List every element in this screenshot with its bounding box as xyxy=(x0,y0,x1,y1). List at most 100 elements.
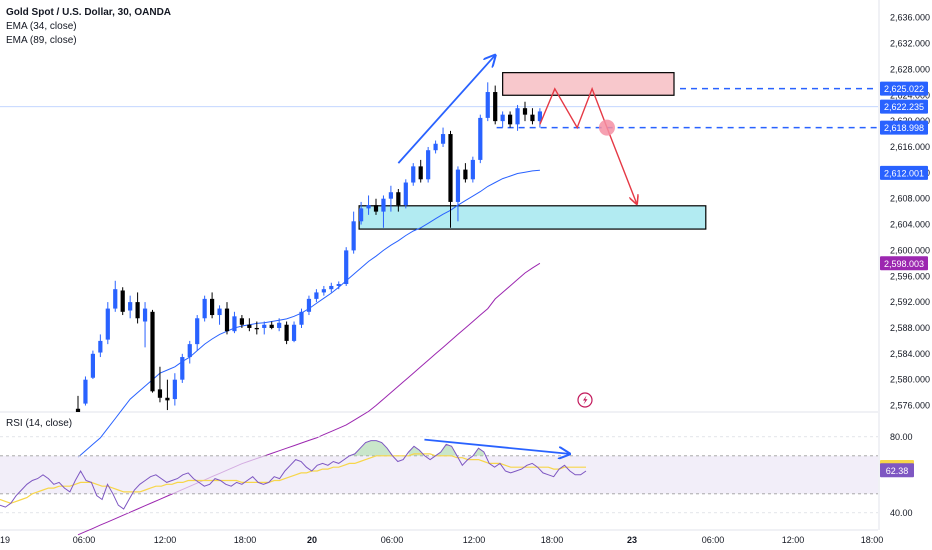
candle-body xyxy=(515,108,520,125)
candle-body xyxy=(463,169,468,180)
demand-zone xyxy=(358,205,707,230)
candle-body xyxy=(150,311,155,392)
time-tick-label: 23 xyxy=(627,535,637,545)
rsi-value-label: 62.38 xyxy=(886,466,909,476)
rsi-label-bg xyxy=(880,463,914,478)
price-tick-label: 2,592.000 xyxy=(890,297,930,307)
candle-body xyxy=(508,114,513,125)
lightning-glyph xyxy=(583,395,588,405)
price-tick-label: 2,596.000 xyxy=(890,271,930,281)
candle-body xyxy=(440,134,446,144)
candle-body xyxy=(187,344,192,358)
candle-body xyxy=(329,285,334,290)
candle-body xyxy=(411,166,416,183)
candle-body xyxy=(98,340,103,353)
candle-body xyxy=(396,192,401,206)
rsi-overbought-fill xyxy=(349,440,393,456)
candle-body xyxy=(530,114,535,122)
time-tick-label: 06:00 xyxy=(702,535,725,545)
candle-body xyxy=(455,169,461,202)
time-tick-label: 12:00 xyxy=(463,535,486,545)
candle-body xyxy=(500,114,505,122)
time-tick-label: 06:00 xyxy=(73,535,96,545)
candle-body xyxy=(336,284,341,286)
candle-body xyxy=(135,302,140,319)
rsi-tick-label: 40.00 xyxy=(890,508,913,518)
candle-body xyxy=(83,379,88,404)
candle-body xyxy=(433,143,438,151)
candle-body xyxy=(373,205,379,212)
candle-body xyxy=(388,192,393,199)
candle-body xyxy=(470,159,475,180)
candle-body xyxy=(202,298,207,319)
candle-body xyxy=(493,92,498,122)
candle-body xyxy=(210,298,215,316)
candle-body xyxy=(217,308,222,316)
rsi-band xyxy=(0,455,878,494)
time-tick-label: 12:00 xyxy=(154,535,177,545)
price-label: 2,622.235 xyxy=(884,102,924,112)
breakdown-marker-circle xyxy=(598,119,615,136)
price-tick-label: 2,628.000 xyxy=(890,64,930,74)
price-label-bg xyxy=(880,120,928,135)
candle-body xyxy=(284,324,289,341)
price-tick-label: 2,588.000 xyxy=(890,323,930,333)
price-tick-label: 2,636.000 xyxy=(890,13,930,23)
price-label: 2,618.998 xyxy=(884,123,924,133)
candle-body xyxy=(90,353,95,378)
candle-body xyxy=(128,302,133,311)
price-tick-label: 2,608.000 xyxy=(890,194,930,204)
candle-body xyxy=(254,327,259,330)
time-tick-label: 18:00 xyxy=(541,535,564,545)
candle-body xyxy=(522,108,528,115)
rsi-line xyxy=(0,440,587,510)
candle-body xyxy=(366,205,371,209)
time-tick-label: 20 xyxy=(307,535,317,545)
price-label-bg xyxy=(880,256,928,271)
ema34-legend: EMA (34, close) xyxy=(6,21,77,32)
candle-body xyxy=(232,316,237,332)
price-label-bg xyxy=(880,165,928,180)
candle-body xyxy=(351,221,356,251)
price-tick-label: 2,604.000 xyxy=(890,220,930,230)
candle-body xyxy=(448,134,453,202)
candle-body xyxy=(277,322,282,328)
time-tick-label: 06:00 xyxy=(381,535,404,545)
trend-arrow xyxy=(397,55,495,164)
price-label: 2,612.001 xyxy=(884,168,924,178)
candle-body xyxy=(247,324,252,328)
candle-body xyxy=(291,324,297,341)
candle-body xyxy=(165,397,170,401)
candle-body xyxy=(321,289,326,293)
candle-body xyxy=(195,318,200,345)
candle-body xyxy=(314,292,319,299)
price-label-bg xyxy=(880,81,928,96)
rsi-legend: RSI (14, close) xyxy=(6,418,73,429)
rsi-overbought-fill xyxy=(473,448,484,456)
candle-body xyxy=(403,182,408,206)
projection-path xyxy=(539,86,637,204)
time-tick-label: 12:00 xyxy=(782,535,805,545)
candle-body xyxy=(113,289,118,309)
candle-body xyxy=(142,308,148,322)
time-tick-label: 18:00 xyxy=(861,535,884,545)
candle-body xyxy=(359,208,364,222)
time-tick-label: 19 xyxy=(0,535,10,545)
price-tick-label: 2,600.000 xyxy=(890,245,930,255)
candle-body xyxy=(485,92,490,118)
rsi-tick-label: 80.00 xyxy=(890,432,913,442)
price-label: 2,625.022 xyxy=(884,84,924,94)
candle-body xyxy=(426,150,431,180)
candle-body xyxy=(381,198,386,212)
chart-title: Gold Spot / U.S. Dollar, 30, OANDA xyxy=(6,7,172,18)
price-tick-label: 2,580.000 xyxy=(890,375,930,385)
candle-body xyxy=(180,357,185,380)
ema89-legend: EMA (89, close) xyxy=(6,35,77,46)
candle-body xyxy=(105,308,110,340)
price-tick-label: 2,616.000 xyxy=(890,142,930,152)
price-tick-label: 2,632.000 xyxy=(890,39,930,49)
candle-body xyxy=(157,389,163,398)
chart-legend: Gold Spot / U.S. Dollar, 30, OANDA EMA (… xyxy=(6,6,171,48)
